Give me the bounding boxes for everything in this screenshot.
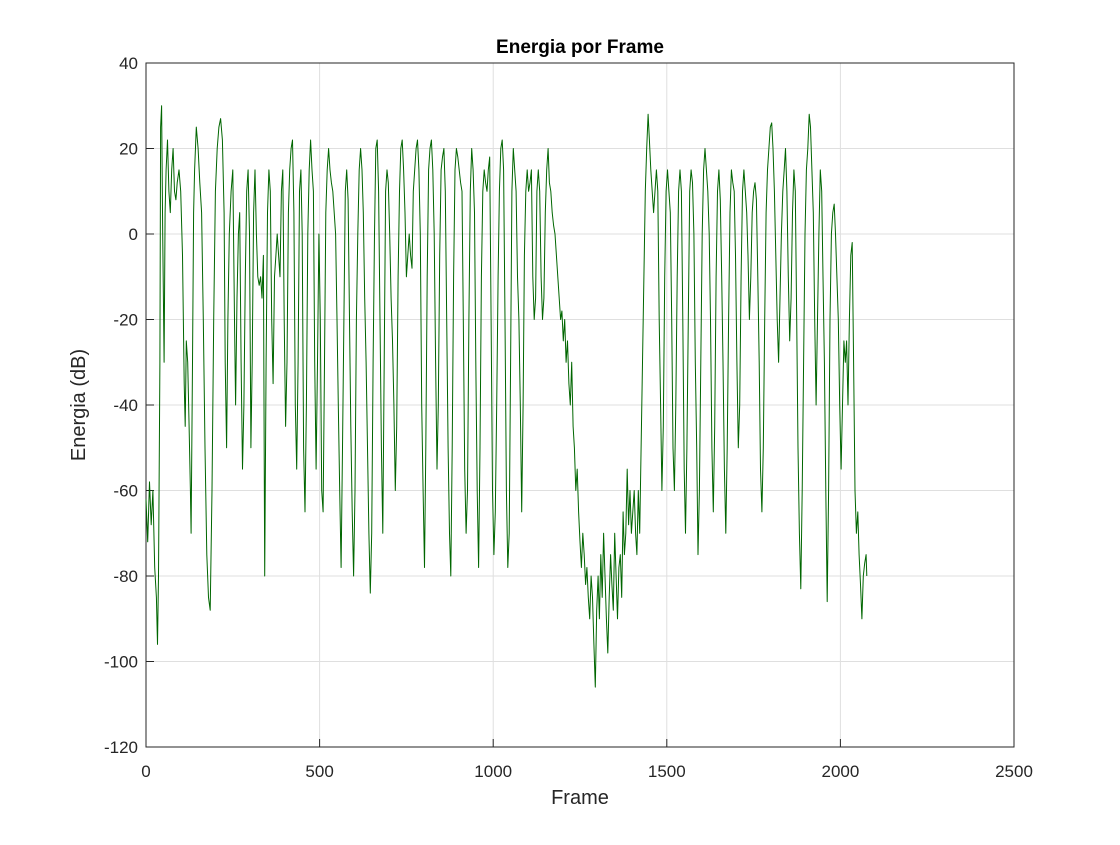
x-axis-label: Frame — [551, 787, 609, 809]
y-tick-label: 40 — [119, 54, 138, 73]
x-tick-label: 500 — [305, 762, 333, 781]
y-tick-label: 20 — [119, 140, 138, 159]
y-axis-label: Energia (dB) — [68, 349, 90, 461]
y-tick-label: -80 — [113, 567, 138, 586]
y-tick-label: -20 — [113, 311, 138, 330]
energy-series-line — [145, 105, 868, 688]
chart-title: Energia por Frame — [496, 37, 664, 58]
x-tick-label: 0 — [141, 762, 150, 781]
x-tick-label: 1500 — [648, 762, 686, 781]
x-axis-ticks: 0 500 1000 1500 2000 2500 — [141, 739, 1033, 781]
y-tick-label: -120 — [104, 738, 138, 757]
y-tick-label: -40 — [113, 396, 138, 415]
y-tick-label: 0 — [129, 225, 138, 244]
y-tick-label: -100 — [104, 653, 138, 672]
x-tick-label: 1000 — [474, 762, 512, 781]
x-tick-label: 2000 — [821, 762, 859, 781]
y-tick-label: -60 — [113, 482, 138, 501]
series-group — [145, 105, 868, 688]
y-axis-ticks: -120 -100 -80 -60 -40 -20 0 20 40 — [104, 54, 154, 757]
x-tick-label: 2500 — [995, 762, 1033, 781]
